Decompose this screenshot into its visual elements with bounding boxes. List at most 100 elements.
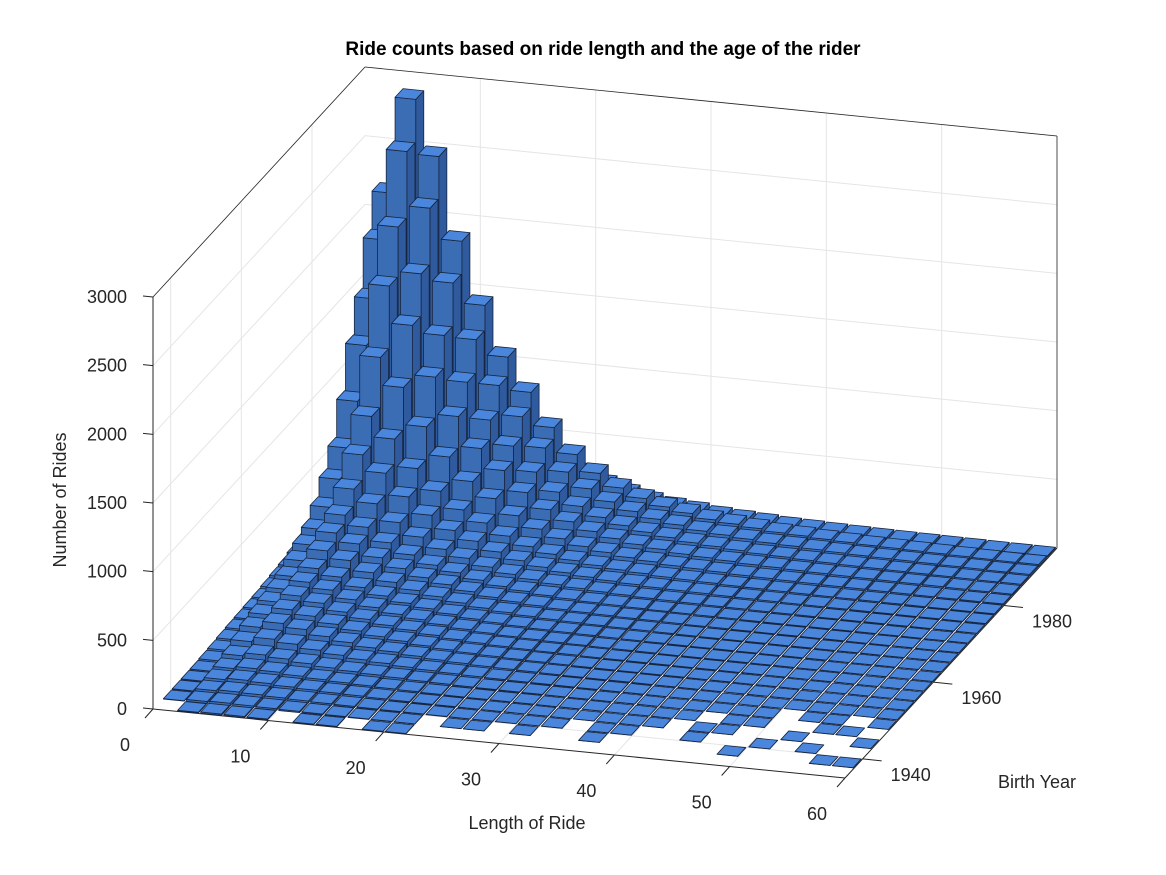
- bar-top-face: [278, 700, 308, 712]
- ticks: 0 500 1000 1500 2000 2500 3000 0 10 20 30 40 50 60 194…: [87, 287, 1072, 824]
- bar-top-face: [836, 641, 867, 654]
- bar-top-face: [785, 615, 815, 627]
- bar-top-face: [907, 563, 938, 575]
- bar: [853, 706, 883, 719]
- bar-top-face: [994, 551, 1024, 563]
- bar: [448, 707, 479, 720]
- bar: [631, 673, 661, 686]
- bar-top-face: [616, 500, 647, 513]
- bar-top-face: [471, 556, 501, 568]
- bar: [533, 641, 564, 655]
- bar-top-face: [585, 668, 615, 681]
- bar-top-face: [769, 687, 800, 699]
- bars: [163, 88, 1056, 769]
- bar-top-face: [802, 595, 833, 608]
- bar-top-face: [533, 641, 564, 653]
- bar: [953, 568, 984, 582]
- bar: [434, 695, 464, 708]
- bar-top-face: [410, 504, 441, 516]
- bar-top-face: [501, 648, 532, 660]
- bar: [466, 688, 496, 701]
- bar: [820, 575, 851, 590]
- bar-top-face: [364, 462, 395, 474]
- bar: [955, 622, 986, 635]
- bar-top-face: [595, 712, 626, 724]
- bar-top-face: [888, 668, 918, 680]
- bar-top-face: [440, 230, 471, 242]
- bar-top-face: [859, 643, 890, 656]
- bar-top-face: [853, 706, 883, 718]
- bar-top-face: [486, 346, 517, 358]
- bar: [515, 661, 546, 674]
- bar: [186, 690, 216, 704]
- bar: [941, 610, 971, 623]
- bar-top-face: [779, 593, 810, 605]
- bar-top-face: [402, 702, 433, 715]
- bar: [771, 603, 801, 616]
- bar-top-face: [311, 579, 342, 591]
- y-tick: [933, 681, 953, 685]
- bar-top-face: [345, 648, 376, 661]
- bar-top-face: [425, 705, 456, 717]
- bar-top-face: [520, 518, 551, 530]
- bar: [746, 685, 777, 697]
- bar: [859, 643, 890, 656]
- x-tick-label: 50: [692, 793, 712, 813]
- bar-top-face: [673, 709, 704, 721]
- bar-top-face: [503, 702, 534, 715]
- bar: [572, 709, 603, 722]
- bar: [810, 670, 840, 683]
- bar: [886, 615, 916, 628]
- bar-top-face: [595, 570, 625, 582]
- bar-top-face: [473, 622, 503, 634]
- bar-top-face: [644, 538, 675, 551]
- bar: [553, 675, 583, 689]
- bar-top-face: [737, 553, 767, 566]
- bar-top-face: [544, 685, 574, 698]
- bar-top-face: [735, 641, 766, 654]
- bar-top-face: [547, 461, 577, 473]
- bar-top-face: [884, 560, 914, 573]
- bar-top-face: [515, 461, 545, 473]
- bar-top-face: [466, 688, 496, 700]
- bar-top-face: [456, 530, 487, 542]
- bar-top-face: [722, 539, 753, 552]
- bar: [405, 670, 436, 684]
- bar: [898, 573, 929, 587]
- bar: [861, 696, 892, 709]
- bar: [973, 602, 1003, 615]
- bar-top-face: [492, 435, 522, 447]
- bar: [599, 680, 629, 693]
- bar-top-face: [485, 575, 515, 588]
- bar-top-face: [625, 651, 656, 664]
- bar-top-face: [538, 663, 569, 676]
- bar: [852, 567, 883, 582]
- bar-top-face: [432, 638, 462, 651]
- bar-top-face: [852, 567, 883, 580]
- bar-top-face: [347, 516, 377, 528]
- bar-top-face: [480, 541, 510, 553]
- bar-top-face: [659, 555, 689, 567]
- bar-top-face: [589, 541, 620, 554]
- bar: [716, 607, 746, 621]
- bar-top-face: [786, 525, 817, 537]
- bar-top-face: [696, 572, 727, 584]
- bar-top-face: [705, 702, 736, 714]
- bar-top-face: [714, 550, 744, 562]
- bar: [950, 600, 980, 613]
- bar: [964, 612, 994, 625]
- bar-top-face: [632, 587, 663, 599]
- bar-top-face: [684, 615, 714, 627]
- bar: [935, 588, 966, 601]
- bar-top-face: [902, 679, 933, 692]
- bar-top-face: [898, 573, 929, 585]
- bar-top-face: [593, 658, 624, 671]
- bar-top-face: [414, 659, 445, 672]
- bar: [1017, 553, 1047, 567]
- bar-top-face: [375, 571, 406, 583]
- bar-top-face: [393, 543, 423, 556]
- bar-top-face: [347, 707, 378, 720]
- z-tick: [142, 501, 154, 504]
